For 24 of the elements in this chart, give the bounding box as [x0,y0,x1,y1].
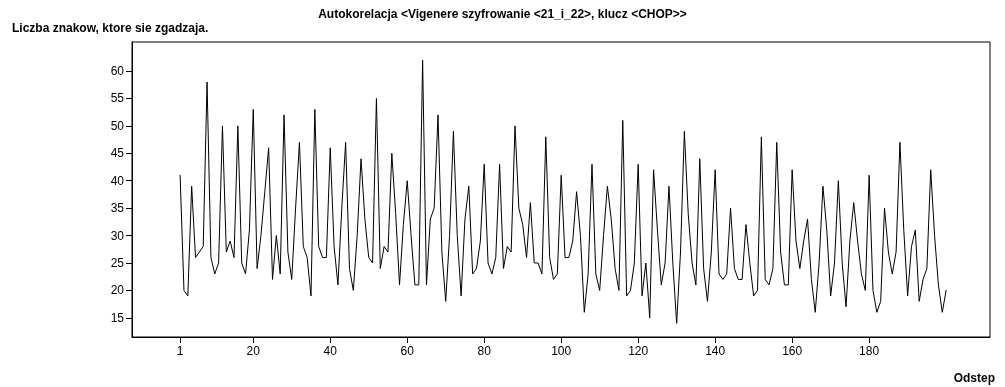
x-tick-label: 80 [477,344,492,358]
y-tick-label: 60 [110,64,125,79]
y-tick-label: 55 [110,91,125,106]
x-tick-label: 180 [859,344,880,358]
x-tick-label: 100 [551,344,572,358]
y-tick-label: 50 [110,118,125,133]
y-tick-label: 20 [110,283,125,298]
x-tick-label: 160 [782,344,803,358]
y-tick-label: 35 [110,201,125,216]
x-tick-label: 60 [400,344,415,358]
x-tick-label: 20 [246,344,261,358]
y-tick-label: 40 [110,173,125,188]
x-tick-label: 1 [176,344,184,358]
x-axis-title: Odstep [953,371,996,385]
y-tick-label: 30 [110,228,125,243]
y-tick-label: 45 [110,146,125,161]
x-tick-label: 40 [323,344,338,358]
x-tick-label: 120 [628,344,649,358]
y-tick-label: 15 [110,310,125,325]
y-axis-title: Liczba znakow, ktore sie zgadzaja. [12,21,209,35]
x-tick-label: 140 [705,344,726,358]
line-series [179,59,947,324]
chart-title: Autokorelacja <Vigenere szyfrowanie <21_i_22>, klucz <CHOP>> [318,7,687,21]
y-tick-label: 25 [110,255,125,270]
